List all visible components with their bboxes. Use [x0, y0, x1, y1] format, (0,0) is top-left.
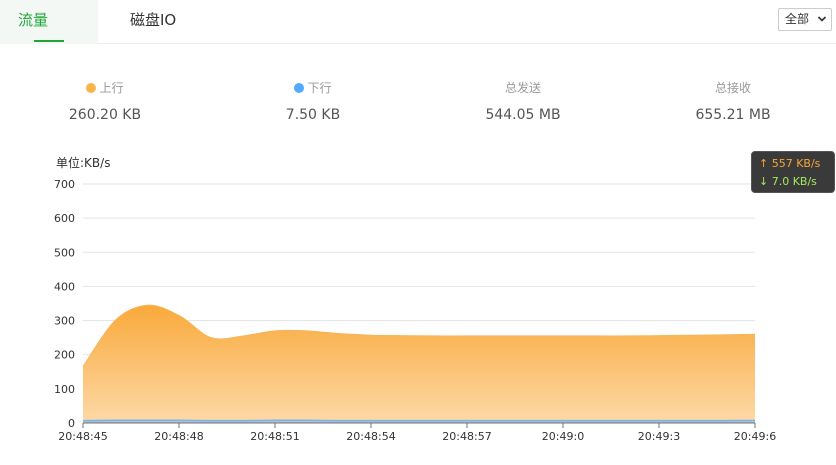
x-tick-label: 20:48:48	[154, 430, 203, 443]
stat-total-sent-value: 544.05 MB	[485, 107, 561, 123]
y-tick-label: 600	[54, 212, 75, 225]
tab-traffic[interactable]: 流量	[0, 0, 98, 44]
tooltip-download-rate: ↓ 7.0 KB/s	[759, 175, 817, 188]
chart-tooltip: ↑ 557 KB/s ↓ 7.0 KB/s	[751, 151, 835, 193]
x-tick-label: 20:48:57	[442, 430, 491, 443]
stat-total-received-label: 总接收	[714, 81, 751, 95]
y-tick-label: 700	[54, 178, 75, 191]
y-tick-label: 200	[54, 349, 75, 362]
stat-total-sent: 总发送 544.05 MB	[474, 80, 572, 124]
stat-upload: 上行 260.20 KB	[60, 80, 150, 124]
y-tick-label: 300	[54, 315, 75, 328]
stat-total-received-value: 655.21 MB	[695, 107, 771, 123]
stat-upload-value: 260.20 KB	[68, 107, 142, 123]
y-tick-label: 100	[54, 383, 75, 396]
stat-upload-label-text: 上行	[99, 81, 124, 95]
stat-download-label-text: 下行	[307, 81, 332, 95]
range-select[interactable]: 全部	[778, 8, 832, 31]
y-axis-unit-label: 单位:KB/s	[56, 156, 111, 170]
x-tick-label: 20:49:3	[638, 430, 680, 443]
tab-bar: 流量 磁盘IO 全部	[0, 0, 836, 44]
stat-total-received: 总接收 655.21 MB	[684, 80, 782, 124]
stat-download-value: 7.50 KB	[285, 107, 341, 123]
stat-upload-label: 上行	[60, 80, 150, 96]
y-tick-label: 400	[54, 280, 75, 293]
stat-download-label: 下行	[270, 80, 356, 96]
tab-traffic-label: 流量	[17, 11, 48, 29]
y-tick-label: 500	[54, 246, 75, 259]
download-legend-dot	[294, 83, 305, 93]
tab-disk-io[interactable]: 磁盘IO	[130, 0, 176, 44]
stat-total-sent-label: 总发送	[504, 81, 541, 95]
tooltip-upload-rate: ↑ 557 KB/s	[759, 157, 821, 170]
x-tick-label: 20:49:0	[542, 430, 584, 443]
y-tick-label: 0	[68, 417, 75, 430]
x-tick-label: 20:49:6	[734, 430, 776, 443]
upload-series-line	[82, 304, 756, 367]
stat-download: 下行 7.50 KB	[270, 80, 356, 124]
x-tick-label: 20:48:51	[250, 430, 299, 443]
upload-area	[83, 305, 755, 423]
range-select-value: 全部	[785, 12, 810, 26]
upload-legend-dot	[86, 83, 97, 93]
active-tab-indicator	[34, 40, 64, 42]
chevron-down-icon	[817, 16, 827, 22]
tab-disk-io-label: 磁盘IO	[130, 11, 177, 29]
x-tick-label: 20:48:45	[58, 430, 107, 443]
x-tick-label: 20:48:54	[346, 430, 395, 443]
